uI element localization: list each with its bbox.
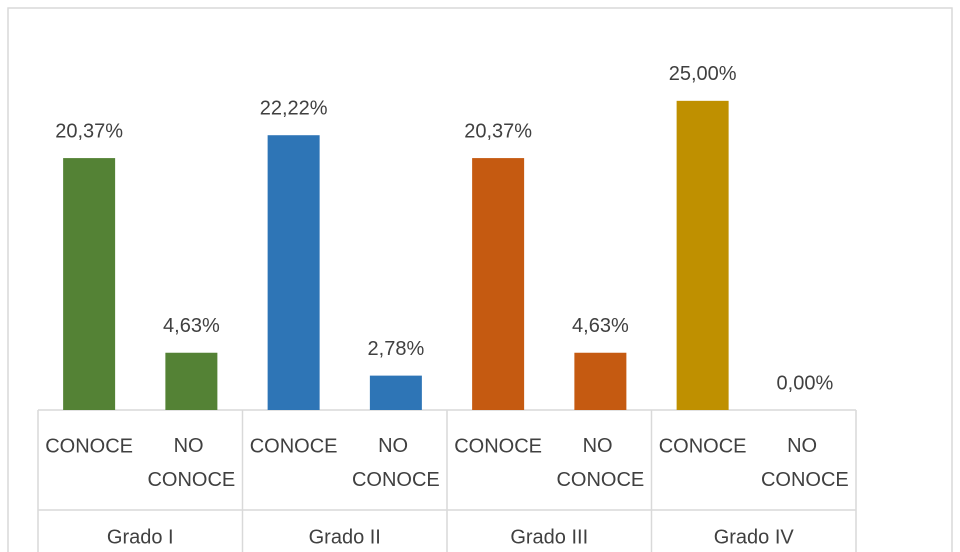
category-label: NO CONOCE bbox=[352, 435, 440, 491]
bar bbox=[63, 158, 116, 410]
bar bbox=[165, 352, 218, 410]
bar bbox=[369, 375, 422, 410]
value-label: 22,22% bbox=[260, 97, 328, 119]
category-label: NO CONOCE bbox=[556, 435, 644, 491]
chart-border bbox=[7, 7, 953, 552]
value-label: 20,37% bbox=[464, 120, 532, 142]
bar bbox=[267, 135, 320, 411]
group-label: Grado III bbox=[510, 526, 588, 548]
category-label: CONOCE bbox=[45, 435, 133, 457]
value-label: 4,63% bbox=[572, 315, 629, 337]
value-label: 4,63% bbox=[163, 315, 220, 337]
value-label: 20,37% bbox=[55, 120, 123, 142]
group-label: Grado II bbox=[309, 526, 381, 548]
category-label: CONOCE bbox=[250, 435, 338, 457]
group-label: Grado I bbox=[107, 526, 174, 548]
category-label: NO CONOCE bbox=[761, 435, 849, 491]
bar bbox=[676, 100, 729, 410]
value-label: 25,00% bbox=[669, 63, 737, 85]
bar bbox=[472, 158, 525, 410]
category-label: CONOCE bbox=[659, 435, 747, 457]
bar bbox=[574, 352, 627, 410]
category-label: CONOCE bbox=[454, 435, 542, 457]
value-label: 0,00% bbox=[777, 372, 834, 394]
category-label: NO CONOCE bbox=[147, 435, 235, 491]
group-label: Grado IV bbox=[714, 526, 795, 548]
value-label: 2,78% bbox=[368, 338, 425, 360]
